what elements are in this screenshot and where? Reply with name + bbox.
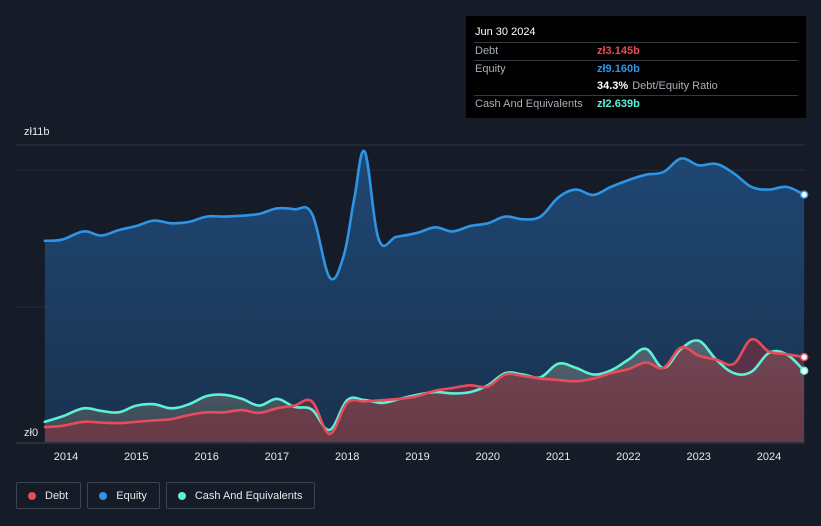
legend-item-debt[interactable]: Debt xyxy=(16,482,82,509)
legend-label: Equity xyxy=(116,489,147,502)
x-tick-label: 2017 xyxy=(265,451,289,463)
tooltip-value: 34.3% xyxy=(597,80,629,92)
debt-line xyxy=(43,337,806,436)
x-tick-label: 2019 xyxy=(405,451,429,463)
tooltip-date: Jun 30 2024 xyxy=(475,26,536,38)
debt-area xyxy=(44,339,805,442)
equity-end-marker xyxy=(799,190,809,199)
tooltip-label: Debt xyxy=(475,45,499,57)
data-tooltip: Jun 30 2024 Debt zł3.145b Equity zł9.160… xyxy=(466,16,806,118)
legend-label: Cash And Equivalents xyxy=(194,489,303,502)
x-tick-label: 2016 xyxy=(194,451,218,463)
debt-end-marker xyxy=(799,352,809,362)
tooltip-row-debt: Debt zł3.145b xyxy=(474,42,798,60)
equity-dot-icon xyxy=(99,491,108,500)
cash-end-marker xyxy=(799,366,809,375)
tooltip-value: zł2.639b xyxy=(597,98,640,110)
legend-label: Debt xyxy=(45,489,69,502)
x-tick-label: 2020 xyxy=(476,451,500,463)
x-tick-label: 2023 xyxy=(686,451,710,463)
tooltip-row-cash: Cash And Equivalents zł2.639b xyxy=(474,95,798,113)
cash-dot-icon xyxy=(177,491,186,500)
debt-dot-icon xyxy=(28,491,36,500)
legend-item-cash[interactable]: Cash And Equivalents xyxy=(165,482,316,509)
tooltip-ratio-caption: Debt/Equity Ratio xyxy=(632,80,718,92)
tooltip-label: Cash And Equivalents xyxy=(475,98,583,110)
x-tick-label: 2022 xyxy=(616,451,640,463)
tooltip-label: Equity xyxy=(475,63,506,75)
x-tick-label: 2014 xyxy=(54,451,78,463)
chart-legend: Debt Equity Cash And Equivalents xyxy=(16,482,316,509)
legend-item-equity[interactable]: Equity xyxy=(87,482,160,509)
x-tick-label: 2018 xyxy=(335,451,359,463)
tooltip-label xyxy=(474,78,597,95)
x-tick-label: 2015 xyxy=(124,451,148,463)
equity-line xyxy=(43,149,806,281)
tooltip-value: zł3.145b xyxy=(597,45,640,57)
y-axis-bottom-label: zł0 xyxy=(24,427,38,439)
x-tick-label: 2021 xyxy=(546,451,570,463)
tooltip-value: zł9.160b xyxy=(597,63,640,75)
tooltip-row-equity: Equity zł9.160b xyxy=(474,60,798,78)
tooltip-row-ratio: 34.3% Debt/Equity Ratio xyxy=(474,78,798,95)
x-tick-label: 2024 xyxy=(757,451,781,463)
y-axis-top-label: zł11b xyxy=(24,126,49,138)
